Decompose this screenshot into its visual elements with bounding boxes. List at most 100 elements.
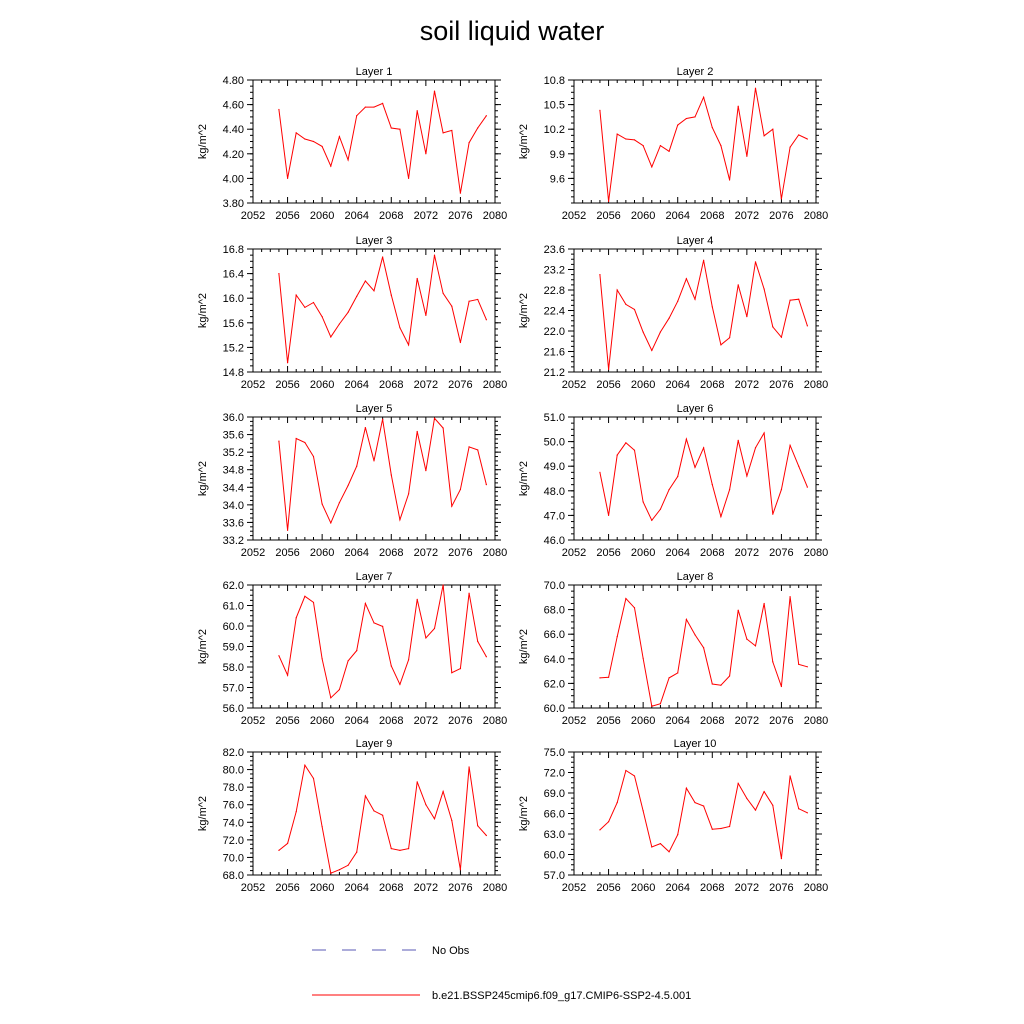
layer-8-point-2060: [642, 657, 644, 659]
layer-10-point-2055: [599, 829, 601, 831]
layer-5-point-2056: [286, 529, 289, 531]
layer-4-ytick-label-3: 22.4: [544, 306, 565, 318]
layer-1-xtick-label-2056: 2056: [275, 210, 299, 222]
layer-5-point-2077: [468, 446, 470, 448]
layer-3-point-2079: [485, 319, 487, 321]
legend-no-obs-label: No Obs: [432, 945, 470, 957]
layer-8-point-2072: [746, 638, 748, 640]
layer-8-xtick-label-2060: 2060: [631, 715, 655, 727]
layer-9-point-2077: [468, 766, 470, 768]
layer-7-point-2069: [399, 683, 401, 686]
layer-3-point-2075: [451, 305, 453, 307]
layer-7-point-2065: [364, 602, 366, 605]
layer-8-point-2077: [789, 596, 791, 598]
layer-9-series-line-model: [278, 763, 487, 874]
layer-2-point-2069: [720, 145, 722, 147]
layer-4-ytick-label-2: 22.0: [544, 326, 565, 338]
legend: No Obs b.e21.BSSP245cmip6.f09_g17.CMIP6-…: [312, 945, 691, 1002]
layer-2-point-2065: [685, 117, 687, 120]
layer-4-xtick-label-2068: 2068: [700, 379, 724, 391]
layer-3-plot-frame: [252, 248, 496, 373]
layer-5-panel: Layer 5 2052 2056 2060 2064 2068 2072 2076 2080 3…: [197, 403, 507, 559]
layer-6-point-2072: [746, 475, 748, 477]
layer-9-point-2057: [295, 811, 297, 813]
layer-8-point-2075: [772, 661, 774, 663]
layer-5-plot-frame: [252, 416, 496, 541]
layer-1-point-2067: [382, 102, 384, 104]
layer-10-point-2076: [780, 858, 783, 860]
layer-1-ytick-label-5: 4.80: [223, 75, 244, 87]
layer-10-ytick-label-6: 75.0: [544, 747, 565, 759]
layer-3-point-2065: [364, 280, 366, 282]
layer-3-xtick-label-2056: 2056: [275, 379, 299, 391]
layer-1-point-2055: [278, 108, 280, 111]
layer-2-xtick-label-2068: 2068: [700, 210, 724, 222]
layer-4-panel: Layer 4 2052 2056 2060 2064 2068 2072 2076 2080 2…: [518, 235, 828, 391]
layer-4-ytick-label-1: 21.6: [544, 347, 565, 359]
layer-2-point-2071: [737, 105, 739, 107]
layer-9-point-2064: [356, 851, 358, 853]
layer-5-ytick-label-5: 35.2: [223, 447, 244, 459]
layer-3-ytick-label-0: 14.8: [223, 367, 244, 379]
layer-8-panel: Layer 8 2052 2056 2060 2064 2068 2072 2076 2080 6…: [518, 571, 828, 727]
layer-9-ytick-label-3: 74.0: [223, 817, 244, 829]
layer-4-point-2067: [703, 259, 705, 261]
layer-8-point-2079: [806, 666, 808, 668]
layer-6-point-2069: [720, 516, 722, 518]
layer-6-point-2067: [703, 447, 705, 449]
layer-1-point-2072: [425, 153, 427, 155]
layer-5-ytick-label-7: 36.0: [223, 412, 244, 424]
layer-5-ytick-label-6: 35.6: [223, 430, 244, 442]
layer-4-xtick-label-2080: 2080: [804, 379, 828, 391]
layer-5-point-2072: [425, 469, 427, 472]
layer-4-ylabel: kg/m^2: [518, 293, 530, 328]
layer-3-point-2061: [330, 336, 332, 338]
layer-3-point-2059: [312, 301, 315, 304]
layer-1-point-2062: [338, 135, 341, 138]
layer-1-point-2057: [295, 132, 297, 134]
layer-6-ytick-label-1: 47.0: [544, 510, 565, 522]
layer-4-point-2062: [659, 331, 662, 333]
layer-9-xtick-label-2072: 2072: [414, 882, 438, 894]
layer-2-point-2066: [694, 116, 696, 118]
layer-10-ytick-label-4: 69.0: [544, 788, 565, 800]
layer-1-point-2066: [373, 106, 375, 108]
layer-2-series-line-model: [599, 88, 808, 202]
layer-4-point-2058: [625, 303, 627, 305]
layer-10-xtick-label-2072: 2072: [735, 882, 759, 894]
layer-9-point-2056: [286, 842, 289, 844]
layer-1-point-2064: [356, 115, 358, 117]
layer-10-ytick-label-3: 66.0: [544, 809, 565, 821]
layer-8-xtick-label-2076: 2076: [769, 715, 793, 727]
layer-8-point-2068: [711, 683, 713, 685]
layer-2-point-2070: [728, 179, 731, 181]
layer-6-panel: Layer 6 2052 2056 2060 2064 2068 2072 2076 2080 4…: [518, 403, 828, 559]
layer-9-point-2069: [399, 849, 401, 852]
layer-7-point-2070: [407, 659, 410, 661]
layer-5-point-2073: [433, 417, 436, 419]
layer-6-point-2074: [763, 432, 765, 434]
layer-5-point-2070: [407, 493, 410, 495]
layer-7-ylabel: kg/m^2: [197, 629, 209, 664]
layer-7-point-2067: [382, 625, 384, 628]
layer-5-point-2058: [304, 441, 306, 444]
layer-1-point-2056: [286, 177, 289, 179]
layer-3-point-2074: [442, 292, 444, 294]
layer-1-point-2068: [390, 127, 392, 129]
layer-9-ytick-label-1: 70.0: [223, 852, 244, 864]
layer-7-point-2072: [425, 637, 427, 639]
layer-5-point-2067: [382, 418, 384, 420]
layer-5-point-2074: [442, 427, 444, 429]
layer-3-xtick-label-2072: 2072: [414, 379, 438, 391]
layer-4-ytick-label-4: 22.8: [544, 285, 565, 297]
layer-5-point-2069: [399, 519, 401, 521]
layer-6-xtick-label-2068: 2068: [700, 547, 724, 559]
layer-10-point-2065: [685, 787, 687, 789]
layer-5-point-2061: [330, 522, 332, 524]
figure-title: soil liquid water: [420, 16, 605, 46]
layer-8-ytick-label-3: 66.0: [544, 629, 565, 641]
layer-4-point-2068: [711, 306, 713, 308]
layer-2-ytick-label-1: 9.9: [550, 149, 565, 161]
layer-5-title: Layer 5: [356, 403, 393, 415]
layer-7-panel: Layer 7 2052 2056 2060 2064 2068 2072 2076 2080 5…: [197, 571, 507, 727]
